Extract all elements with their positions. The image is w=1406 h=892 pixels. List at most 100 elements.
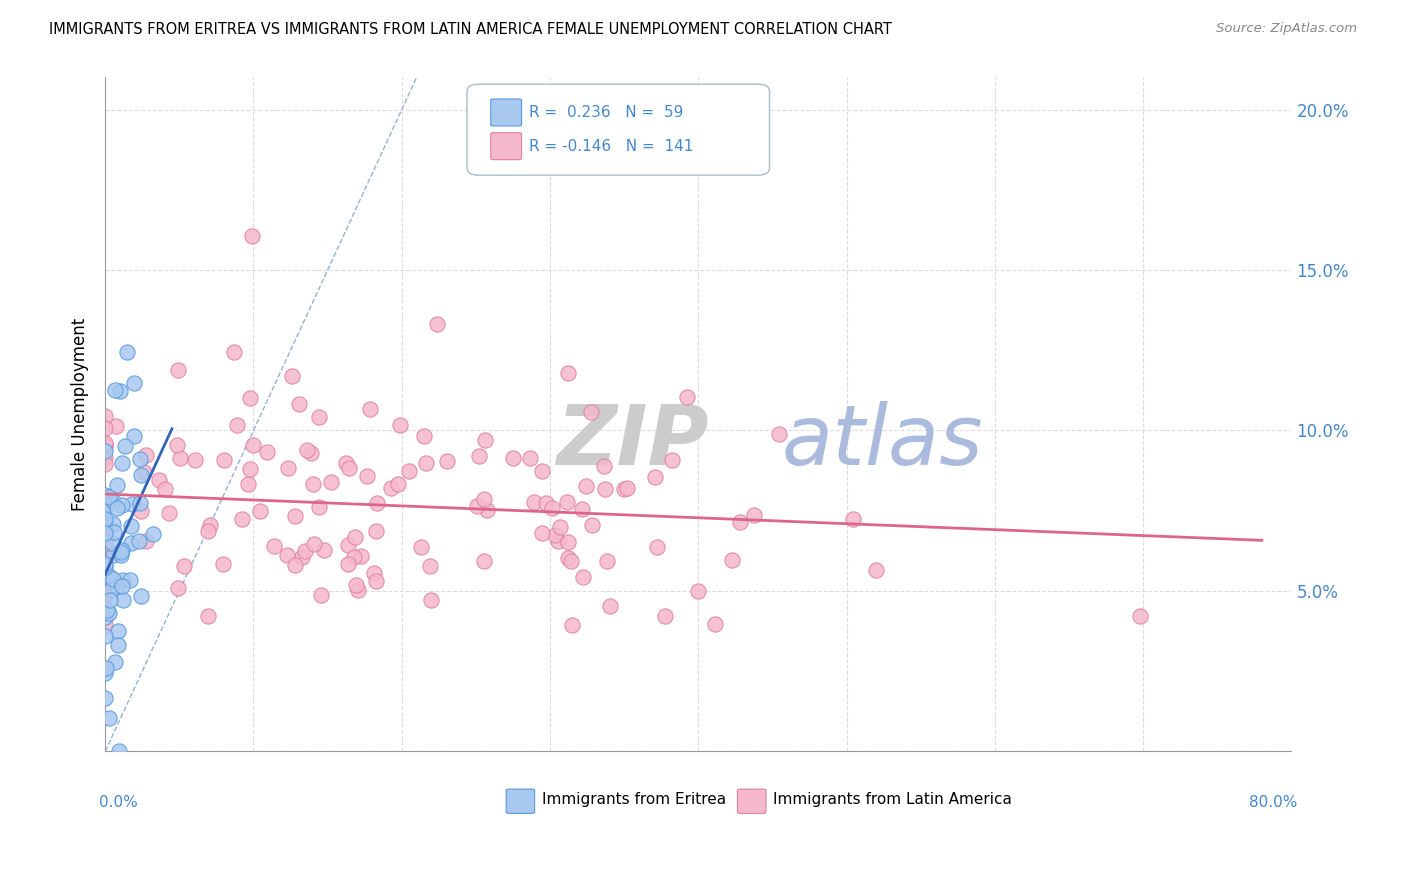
Point bbox=[101, 548, 124, 562]
Point bbox=[94, 436, 117, 450]
Point bbox=[166, 438, 188, 452]
Point bbox=[197, 524, 219, 539]
Point bbox=[359, 402, 381, 417]
Point bbox=[314, 543, 336, 558]
Point bbox=[472, 554, 495, 568]
Text: atlas: atlas bbox=[782, 401, 983, 482]
Point bbox=[350, 549, 373, 563]
Point bbox=[841, 512, 863, 526]
Point bbox=[728, 515, 751, 529]
Point bbox=[239, 462, 262, 476]
Point bbox=[256, 445, 278, 459]
Point bbox=[94, 532, 117, 546]
Point bbox=[419, 558, 441, 573]
Point bbox=[742, 508, 765, 522]
Point bbox=[226, 418, 249, 433]
Point bbox=[541, 501, 564, 516]
Point bbox=[644, 470, 666, 484]
Point bbox=[366, 524, 388, 538]
Point bbox=[721, 553, 744, 567]
Point bbox=[94, 589, 117, 603]
FancyBboxPatch shape bbox=[467, 84, 769, 175]
Point bbox=[239, 391, 262, 405]
Point bbox=[337, 557, 360, 571]
Point bbox=[104, 655, 127, 669]
Point bbox=[645, 540, 668, 554]
Point bbox=[98, 592, 121, 607]
Point bbox=[561, 618, 583, 632]
Point bbox=[107, 638, 129, 652]
Point bbox=[557, 534, 579, 549]
Point bbox=[94, 617, 117, 632]
Point bbox=[294, 544, 316, 558]
Point bbox=[284, 509, 307, 524]
Point bbox=[531, 464, 554, 478]
Point bbox=[389, 418, 412, 433]
Point bbox=[281, 369, 304, 384]
Point bbox=[94, 560, 117, 574]
Point bbox=[94, 666, 117, 681]
Point bbox=[94, 537, 117, 551]
Point bbox=[94, 439, 117, 453]
Point bbox=[1129, 609, 1152, 624]
Point bbox=[111, 578, 134, 592]
Point bbox=[238, 477, 260, 491]
Point bbox=[249, 504, 271, 518]
Point bbox=[595, 482, 617, 496]
Point bbox=[141, 527, 163, 541]
FancyBboxPatch shape bbox=[491, 133, 522, 160]
Point bbox=[865, 563, 887, 577]
Point bbox=[94, 609, 117, 624]
Point bbox=[613, 482, 636, 496]
Point bbox=[98, 711, 121, 725]
Point bbox=[94, 498, 117, 512]
Point bbox=[94, 540, 117, 554]
Point bbox=[101, 516, 124, 531]
Point bbox=[571, 570, 593, 584]
Point bbox=[101, 572, 124, 586]
Point bbox=[346, 582, 368, 597]
Point bbox=[309, 588, 332, 602]
Point bbox=[557, 495, 579, 509]
FancyBboxPatch shape bbox=[738, 789, 766, 814]
Point bbox=[212, 557, 235, 571]
Point bbox=[94, 526, 117, 541]
Point bbox=[197, 609, 219, 624]
Point bbox=[343, 550, 366, 565]
Point bbox=[398, 464, 420, 478]
Point bbox=[472, 492, 495, 507]
Point bbox=[167, 362, 190, 376]
Point bbox=[198, 518, 221, 533]
Point bbox=[128, 533, 150, 548]
Point bbox=[94, 534, 117, 549]
Point bbox=[571, 502, 593, 516]
Point bbox=[474, 433, 496, 447]
Point bbox=[105, 579, 128, 593]
Point bbox=[124, 429, 146, 443]
Point bbox=[366, 496, 388, 510]
Point bbox=[574, 479, 596, 493]
Point bbox=[94, 516, 117, 530]
Point bbox=[335, 456, 357, 470]
Point bbox=[94, 457, 117, 471]
Point bbox=[129, 495, 152, 509]
Point bbox=[94, 512, 117, 526]
Point bbox=[94, 524, 117, 539]
Point bbox=[94, 586, 117, 600]
Text: Source: ZipAtlas.com: Source: ZipAtlas.com bbox=[1216, 22, 1357, 36]
Point bbox=[98, 606, 121, 620]
Point bbox=[547, 534, 569, 549]
Text: IMMIGRANTS FROM ERITREA VS IMMIGRANTS FROM LATIN AMERICA FEMALE UNEMPLOYMENT COR: IMMIGRANTS FROM ERITREA VS IMMIGRANTS FR… bbox=[49, 22, 891, 37]
Text: R = -0.146   N =  141: R = -0.146 N = 141 bbox=[529, 138, 693, 153]
Point bbox=[339, 461, 361, 475]
Point bbox=[94, 690, 117, 705]
Point bbox=[94, 450, 117, 465]
Point bbox=[277, 460, 299, 475]
Point bbox=[426, 317, 449, 331]
Point bbox=[94, 488, 117, 502]
Point bbox=[523, 494, 546, 508]
FancyBboxPatch shape bbox=[491, 99, 522, 126]
Point bbox=[411, 541, 433, 555]
Point bbox=[105, 478, 128, 492]
Point bbox=[308, 500, 330, 515]
